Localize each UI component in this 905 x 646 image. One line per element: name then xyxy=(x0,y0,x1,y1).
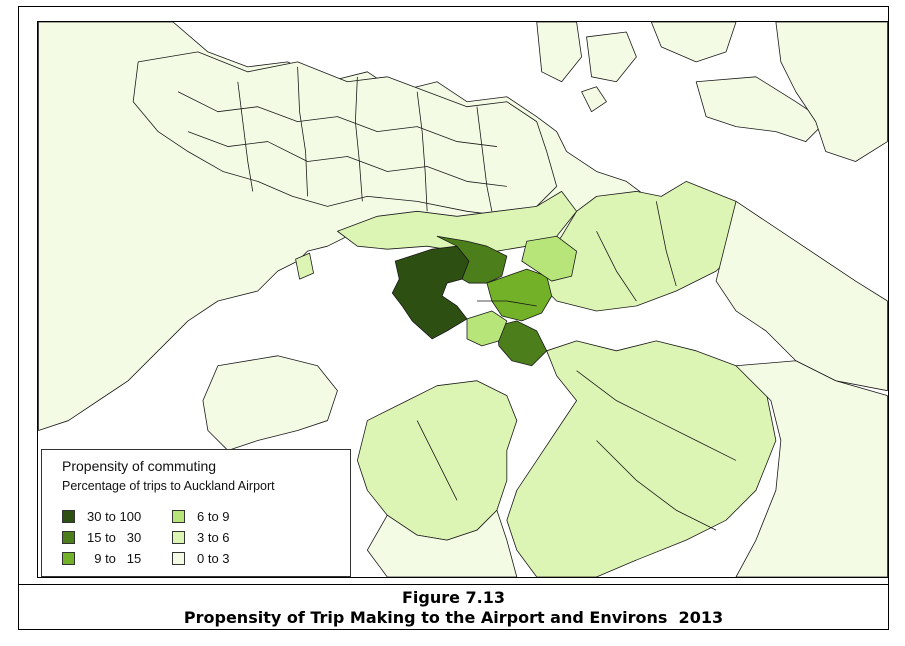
island-4 xyxy=(695,76,827,142)
legend-label: 9 to 15 xyxy=(87,551,142,566)
island-5 xyxy=(775,22,888,162)
legend-item: 3 to 6 xyxy=(172,527,230,548)
island-3 xyxy=(650,22,737,63)
zone-line-6 xyxy=(416,91,428,212)
legend-item: 0 to 3 xyxy=(172,548,230,569)
zone-line-9 xyxy=(655,201,677,287)
legend-swatch xyxy=(62,510,75,523)
legend-swatch xyxy=(62,552,75,565)
legend-item: 6 to 9 xyxy=(172,506,230,527)
island-6 xyxy=(581,86,607,113)
zone-line-8 xyxy=(596,231,637,302)
zone-line-12 xyxy=(416,420,458,501)
region-far-east xyxy=(715,200,888,392)
region-isthmus-9-15 xyxy=(486,268,553,322)
map-svg xyxy=(38,22,888,577)
legend-column-left: 30 to 100 15 to 30 9 to 15 xyxy=(62,506,141,569)
legend-label: 3 to 6 xyxy=(197,530,230,545)
zone-line-1 xyxy=(177,91,497,147)
zone-line-10 xyxy=(576,370,737,461)
zone-line-7 xyxy=(476,106,493,212)
region-isthmus-30-100 xyxy=(391,245,470,340)
legend-swatch xyxy=(62,531,75,544)
figure-title: Propensity of Trip Making to the Airport… xyxy=(183,608,724,627)
region-south xyxy=(735,360,888,577)
figure-caption: Figure 7.13 Propensity of Trip Making to… xyxy=(18,585,889,628)
caption-divider xyxy=(18,584,889,585)
legend-item: 9 to 15 xyxy=(62,548,141,569)
legend-swatch xyxy=(172,531,185,544)
legend-label: 30 to 100 xyxy=(87,509,142,524)
zone-line-13 xyxy=(476,300,537,307)
legend-column-right: 6 to 9 3 to 6 0 to 3 xyxy=(172,506,230,569)
legend-swatch xyxy=(172,552,185,565)
zone-line-3 xyxy=(237,81,254,192)
region-small-west xyxy=(295,252,314,280)
island-1 xyxy=(536,22,582,83)
legend-title: Propensity of commuting xyxy=(62,458,217,474)
legend-swatch xyxy=(172,510,185,523)
zone-line-4 xyxy=(297,66,308,197)
legend-label: 15 to 30 xyxy=(87,530,142,545)
figure-number: Figure 7.13 xyxy=(401,588,506,607)
region-isthmus-15-30b xyxy=(496,320,548,367)
legend-item: 15 to 30 xyxy=(62,527,141,548)
region-southeast xyxy=(506,340,777,577)
zone-line-2 xyxy=(187,131,507,187)
legend-label: 0 to 3 xyxy=(197,551,230,566)
island-2 xyxy=(586,31,637,83)
legend-item: 30 to 100 xyxy=(62,506,141,527)
region-southwest xyxy=(366,509,518,577)
region-upper-harbour xyxy=(337,190,577,252)
map-legend: Propensity of commuting Percentage of tr… xyxy=(41,449,351,577)
region-isthmus-6-9 xyxy=(466,310,508,347)
zone-line-11 xyxy=(596,440,717,531)
legend-label: 6 to 9 xyxy=(197,509,230,524)
legend-subtitle: Percentage of trips to Auckland Airport xyxy=(62,479,275,493)
region-isthmus-6-9b xyxy=(521,235,577,282)
zone-line-5 xyxy=(354,76,363,202)
region-west-peninsula xyxy=(202,355,338,451)
